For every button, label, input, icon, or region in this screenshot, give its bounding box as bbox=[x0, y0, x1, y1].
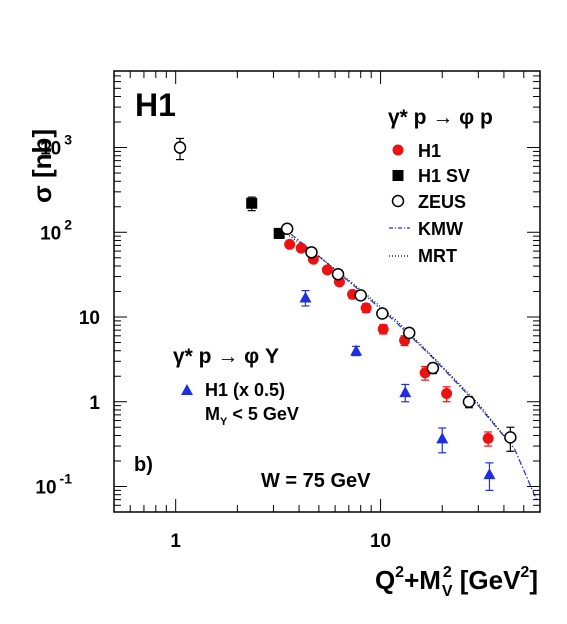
point-h1-dissociative bbox=[399, 386, 412, 398]
point-zeus bbox=[426, 361, 440, 375]
point-h1 bbox=[482, 432, 494, 444]
point-zeus bbox=[331, 267, 345, 281]
x-tick-label: 10 bbox=[370, 531, 391, 552]
point-h1-dissociative bbox=[350, 344, 363, 356]
legend-label-h1-dissociative: H1 (x 0.5) bbox=[205, 380, 285, 400]
legend-marker-zeus bbox=[391, 194, 405, 208]
y-tick-label: 1 bbox=[89, 393, 100, 414]
legend-label-zeus: ZEUS bbox=[418, 192, 466, 212]
legend-label-h1-sv: H1 SV bbox=[418, 166, 470, 186]
x-tick-label: 1 bbox=[170, 531, 181, 552]
panel-label: b) bbox=[134, 454, 153, 476]
plot-frame bbox=[113, 70, 541, 513]
point-h1 bbox=[321, 264, 333, 276]
annotation-energy: W = 75 GeV bbox=[261, 470, 371, 492]
legend-label-mrt: MRT bbox=[418, 246, 457, 266]
point-zeus bbox=[504, 431, 517, 444]
point-zeus bbox=[280, 222, 294, 236]
legend-marker-h1 bbox=[392, 144, 404, 156]
point-zeus bbox=[354, 289, 367, 302]
point-zeus bbox=[305, 246, 318, 259]
legend-label-kmw: KMW bbox=[418, 219, 463, 239]
point-h1 bbox=[284, 238, 296, 250]
curve-kmw bbox=[281, 226, 538, 501]
legend-marker-h1-sv bbox=[392, 170, 404, 181]
point-h1-dissociative bbox=[483, 468, 496, 480]
point-h1-dissociative bbox=[436, 432, 449, 444]
y-tick-label: 10 3 bbox=[40, 132, 72, 160]
point-h1-sv bbox=[246, 197, 258, 209]
legend-label-h1: H1 bbox=[418, 141, 441, 161]
point-zeus bbox=[402, 326, 416, 340]
point-zeus bbox=[173, 141, 187, 154]
legend-dissociative: γ* p → φ Y H1 (x 0.5) MY < 5 GeV bbox=[173, 345, 299, 428]
y-tick-label: 10 bbox=[79, 308, 100, 329]
point-zeus bbox=[462, 395, 476, 408]
legend-marker-h1-dissociative bbox=[181, 384, 193, 395]
point-h1 bbox=[377, 323, 389, 335]
point-h1-dissociative bbox=[299, 291, 312, 303]
curves-layer bbox=[278, 226, 538, 501]
point-zeus bbox=[376, 307, 389, 320]
point-h1-sv bbox=[273, 227, 285, 239]
legend-dissociative-title: γ* p → φ Y bbox=[173, 345, 279, 368]
y-tick-label: 10 -1 bbox=[35, 470, 72, 498]
x-axis-title: Q2+M 2 V [GeV2] bbox=[375, 564, 538, 600]
points-layer bbox=[173, 137, 517, 491]
experiment-label: H1 bbox=[135, 87, 176, 123]
curve-mrt bbox=[278, 228, 511, 445]
y-tick-label: 10 2 bbox=[40, 216, 72, 244]
legend-note-my: MY < 5 GeV bbox=[205, 404, 299, 428]
legend-exclusive: γ* p → φ p H1 H1 SV ZEUS KMW MRT bbox=[388, 106, 493, 266]
point-h1 bbox=[360, 302, 372, 314]
point-h1 bbox=[295, 242, 307, 254]
legend-exclusive-title: γ* p → φ p bbox=[388, 106, 493, 129]
point-h1 bbox=[441, 388, 453, 400]
y-axis-title: σ [nb] bbox=[27, 129, 57, 203]
